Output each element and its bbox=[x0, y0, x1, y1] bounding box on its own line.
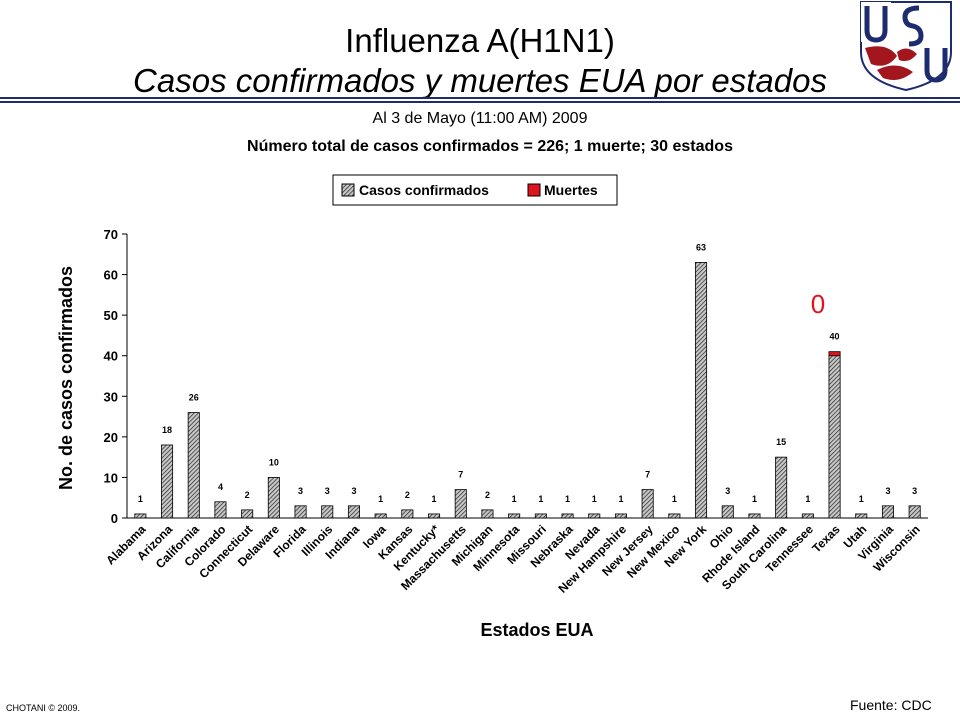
data-label: 3 bbox=[325, 486, 330, 496]
data-label: 2 bbox=[405, 490, 410, 500]
bar-cases bbox=[321, 505, 334, 519]
bar-cases bbox=[374, 513, 387, 519]
bar-cases bbox=[908, 505, 921, 519]
data-label: 4 bbox=[218, 482, 223, 492]
legend-label-cases: Casos confirmados bbox=[359, 182, 489, 198]
y-tick-label: 20 bbox=[104, 430, 118, 445]
data-label: 3 bbox=[912, 486, 917, 496]
bar-deaths bbox=[828, 351, 841, 357]
data-label: 1 bbox=[138, 494, 143, 504]
bar-cases bbox=[241, 509, 254, 519]
legend-swatch-cases bbox=[341, 183, 355, 197]
data-label: 1 bbox=[512, 494, 517, 504]
y-tick-label: 50 bbox=[104, 308, 118, 323]
bar-cases bbox=[428, 513, 441, 519]
bar-cases bbox=[881, 505, 894, 519]
bar-cases bbox=[294, 505, 307, 519]
data-label: 3 bbox=[298, 486, 303, 496]
source-note: Fuente: CDC bbox=[850, 697, 932, 713]
bar-cases bbox=[561, 513, 574, 519]
legend-label-deaths: Muertes bbox=[544, 182, 598, 198]
bar-cases bbox=[267, 477, 280, 519]
bar-cases bbox=[161, 444, 174, 519]
x-tick-label: Texas bbox=[809, 522, 843, 556]
legend-box bbox=[332, 174, 618, 206]
data-label: 2 bbox=[485, 490, 490, 500]
chart-subtitle: Casos confirmados y muertes EUA por esta… bbox=[133, 62, 827, 99]
bar-cases bbox=[721, 505, 734, 519]
y-tick-label: 60 bbox=[104, 268, 118, 283]
y-axis-title: No. de casos confirmados bbox=[56, 266, 76, 490]
data-label: 10 bbox=[269, 457, 279, 467]
data-label: 1 bbox=[538, 494, 543, 504]
y-tick-label: 10 bbox=[104, 470, 118, 485]
chart-title: Influenza A(H1N1) bbox=[345, 22, 615, 59]
data-label: 3 bbox=[351, 486, 356, 496]
bar-cases bbox=[588, 513, 601, 519]
bar-cases bbox=[614, 513, 627, 519]
bars: 1 18 26 4 2 10 3 3 3 1 2 1 7 2 1 1 1 1 1 7 1 63 3 1 15 1 40 1 3 3 bbox=[134, 242, 921, 519]
data-label: 1 bbox=[805, 494, 810, 504]
data-label: 3 bbox=[725, 486, 730, 496]
university-logo bbox=[857, 0, 955, 92]
bar-cases bbox=[347, 505, 360, 519]
bar-cases bbox=[187, 412, 200, 519]
bar-cases bbox=[454, 489, 467, 519]
data-label: 1 bbox=[618, 494, 623, 504]
summary-line: Número total de casos confirmados = 226;… bbox=[247, 138, 733, 155]
data-label: 3 bbox=[885, 486, 890, 496]
title-rule-bottom bbox=[0, 101, 960, 103]
bar-cases bbox=[134, 513, 147, 519]
data-label: 7 bbox=[458, 470, 463, 480]
bar-cases bbox=[801, 513, 814, 519]
data-label: 63 bbox=[696, 242, 706, 252]
bar-cases bbox=[695, 261, 708, 519]
y-tick-label: 30 bbox=[104, 389, 118, 404]
data-label: 18 bbox=[162, 425, 172, 435]
bar-cases bbox=[534, 513, 547, 519]
data-label: 1 bbox=[565, 494, 570, 504]
data-label: 1 bbox=[432, 494, 437, 504]
date-line: Al 3 de Mayo (11:00 AM) 2009 bbox=[372, 110, 588, 127]
data-label: 1 bbox=[592, 494, 597, 504]
x-axis-categories: AlabamaArizonaCaliforniaColoradoConnecti… bbox=[103, 522, 923, 596]
data-label: 26 bbox=[189, 393, 199, 403]
annotation-zero: 0 bbox=[811, 289, 825, 319]
data-label: 7 bbox=[645, 470, 650, 480]
copyright: CHOTANI © 2009. bbox=[6, 703, 80, 713]
bar-cases bbox=[214, 501, 227, 519]
bar-cases bbox=[401, 509, 414, 519]
bar-cases bbox=[748, 513, 761, 519]
bar-cases bbox=[828, 355, 841, 519]
legend: Casos confirmados Muertes bbox=[332, 174, 618, 206]
bar-cases bbox=[855, 513, 868, 519]
bar-cases bbox=[668, 513, 681, 519]
data-label: 1 bbox=[859, 494, 864, 504]
y-tick-label: 70 bbox=[104, 227, 118, 242]
data-label: 1 bbox=[672, 494, 677, 504]
y-tick-label: 40 bbox=[104, 349, 118, 364]
data-label: 1 bbox=[378, 494, 383, 504]
bar-cases bbox=[508, 513, 521, 519]
y-tick-label: 0 bbox=[111, 511, 118, 526]
data-label: 40 bbox=[830, 332, 840, 342]
bar-cases bbox=[481, 509, 494, 519]
data-label: 2 bbox=[245, 490, 250, 500]
data-label: 1 bbox=[752, 494, 757, 504]
legend-swatch-deaths bbox=[527, 183, 541, 197]
x-axis-title: Estados EUA bbox=[480, 620, 593, 640]
bar-cases bbox=[641, 489, 654, 519]
data-label: 15 bbox=[776, 437, 786, 447]
bar-cases bbox=[775, 456, 788, 519]
title-rule-top bbox=[0, 97, 960, 99]
